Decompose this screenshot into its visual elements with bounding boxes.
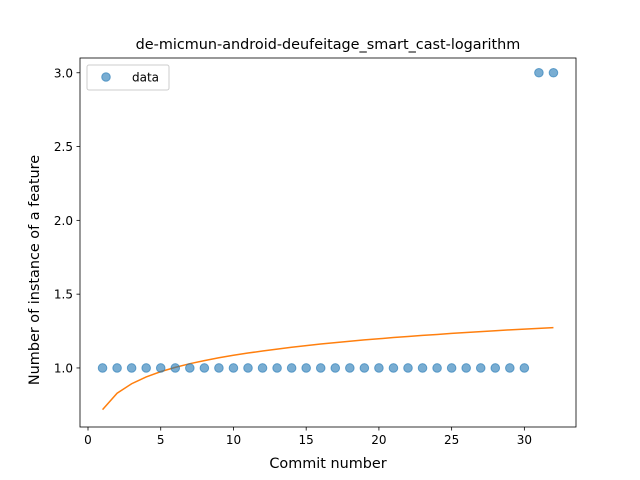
data-point	[228, 363, 239, 373]
axes: 0 5 10 15 20 25 30 1.0 1.5 2.0 2.5 3.0	[54, 57, 577, 447]
data-point	[141, 363, 151, 373]
y-tick-label: 1.5	[54, 288, 73, 302]
data-point	[388, 363, 399, 373]
x-tick-label: 15	[299, 433, 314, 447]
x-tick-label: 5	[157, 433, 165, 447]
data-point	[170, 363, 181, 373]
chart-title: de-micmun-android-deufeitage_smart_cast-…	[136, 37, 521, 53]
data-point	[272, 363, 282, 373]
data-point	[359, 363, 370, 373]
x-tick-label: 30	[517, 433, 532, 447]
data-point	[330, 363, 341, 373]
data-point	[97, 363, 108, 373]
data-point	[446, 363, 457, 373]
data-point	[155, 363, 166, 373]
y-tick-label: 2.5	[54, 140, 73, 154]
x-tick-label: 10	[226, 433, 241, 447]
x-axis-label: Commit number	[269, 456, 386, 472]
legend: data	[86, 64, 170, 91]
data-point	[345, 363, 355, 373]
axes-frame	[79, 57, 577, 428]
legend-label: data	[132, 71, 159, 85]
data-point	[214, 363, 224, 373]
data-point	[257, 363, 268, 373]
data-point	[199, 363, 210, 373]
data-point	[315, 363, 326, 373]
data-point	[374, 363, 384, 373]
y-tick-label: 3.0	[54, 66, 73, 80]
data-point	[505, 363, 515, 373]
data-point	[286, 363, 297, 373]
data-point	[548, 67, 559, 78]
data-point	[185, 363, 195, 373]
x-tick-label: 0	[84, 433, 92, 447]
x-tick-label: 25	[444, 433, 459, 447]
data-point	[403, 363, 413, 373]
data-point	[112, 363, 122, 373]
y-tick-label: 2.0	[54, 214, 73, 228]
data-point	[461, 363, 471, 373]
data-point	[301, 363, 311, 373]
x-tick-label: 20	[371, 433, 386, 447]
data-point	[534, 67, 544, 78]
legend-marker	[101, 72, 111, 82]
data-point	[490, 363, 501, 373]
data-point	[432, 363, 442, 373]
data-point	[243, 363, 253, 373]
data-point	[126, 363, 137, 373]
data-point	[519, 363, 530, 373]
y-axis-label: Number of instance of a feature	[27, 155, 43, 385]
legend-box	[86, 64, 170, 91]
data-point	[417, 363, 428, 373]
data-point	[475, 363, 486, 373]
y-tick-label: 1.0	[54, 361, 73, 375]
plot-area	[97, 67, 559, 411]
